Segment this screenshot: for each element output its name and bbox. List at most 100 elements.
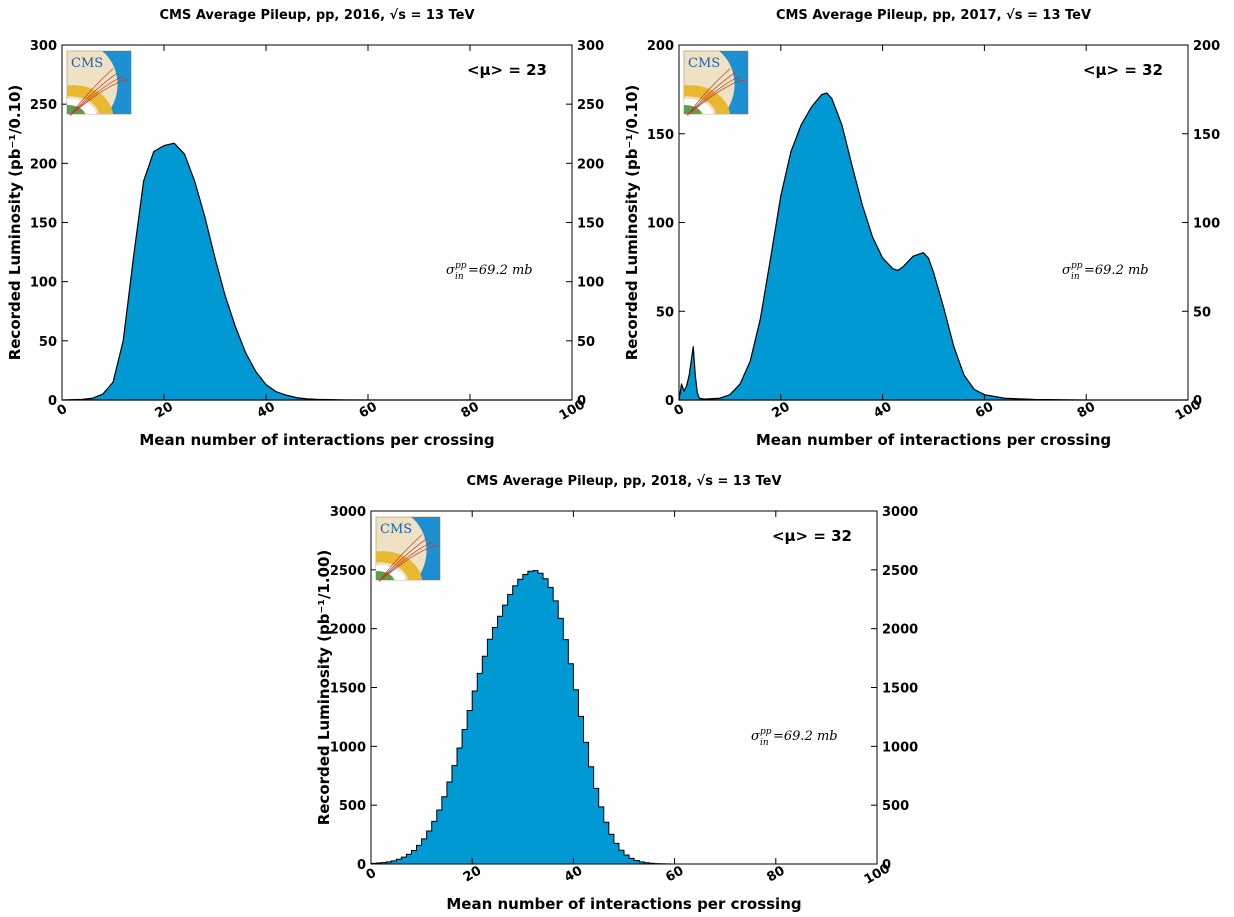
x-tick-label: 60 (357, 399, 380, 421)
cms-logo-blue-arc (102, 51, 131, 114)
cms-logo-track (69, 68, 114, 116)
y-tick-label-right: 150 (577, 217, 604, 232)
cms-logo-track (686, 72, 736, 116)
y-axis-label: Recorded Luminosity (pb⁻¹/1.00) (315, 550, 333, 826)
sigma-symbol: σ (446, 263, 456, 278)
cms-logo: CMS (66, 50, 132, 116)
cms-logo-blue-arc (411, 517, 440, 580)
x-tick-label: 40 (255, 399, 278, 421)
cms-logo-track (378, 541, 433, 582)
y-tick-label-right: 3000 (882, 505, 918, 520)
y-tick-label: 0 (357, 858, 366, 873)
sigma-symbol: σ (751, 729, 761, 744)
y-tick-label-right: 100 (577, 276, 604, 291)
area-series (61, 142, 573, 401)
y-tick-label: 2000 (330, 623, 366, 638)
sigma-superscript: pp (455, 261, 467, 271)
y-tick-label-right: 1000 (882, 740, 918, 755)
chart-title: CMS Average Pileup, pp, 2016, √s = 13 Te… (159, 8, 474, 23)
y-tick-label: 50 (656, 305, 674, 320)
cms-logo-track (69, 75, 124, 116)
cms-logo-text: CMS (688, 56, 720, 71)
cms-logo-track (378, 534, 423, 582)
y-tick-label: 100 (647, 217, 674, 232)
y-tick-label: 250 (30, 98, 57, 113)
sigma-superscript: pp (1071, 261, 1083, 271)
cms-logo-track (686, 75, 741, 116)
y-tick-label: 3000 (330, 505, 366, 520)
y-tick-label-right: 50 (577, 335, 595, 350)
x-tick-label: 60 (663, 863, 686, 885)
cms-logo: CMS (683, 50, 749, 116)
y-tick-label-right: 0 (882, 858, 891, 873)
cms-logo-track (69, 72, 119, 116)
y-tick-label-right: 2000 (882, 623, 918, 638)
y-tick-label-right: 0 (1193, 394, 1202, 409)
y-tick-label-right: 1500 (882, 682, 918, 697)
x-tick-label: 60 (973, 399, 996, 421)
y-tick-label: 150 (30, 217, 57, 232)
y-axis-label: Recorded Luminosity (pb⁻¹/0.10) (6, 85, 24, 361)
sigma-subscript: in (760, 738, 769, 748)
mean-pileup-label: <μ> = 32 (1083, 61, 1163, 79)
cms-logo-track (69, 79, 129, 116)
x-tick-label: 20 (153, 399, 176, 421)
sigma-symbol: σ (1062, 263, 1072, 278)
cms-logo-text: CMS (380, 522, 412, 537)
cms-logo-track (686, 68, 731, 116)
histogram-series (370, 570, 700, 865)
y-tick-label-right: 100 (1193, 217, 1220, 232)
y-tick-label-right: 2500 (882, 564, 918, 579)
x-tick-label: 80 (1075, 399, 1098, 421)
y-tick-label-right: 250 (577, 98, 604, 113)
y-tick-label-right: 150 (1193, 128, 1220, 143)
sigma-subscript: in (1071, 272, 1080, 282)
x-axis-label: Mean number of interactions per crossing (756, 431, 1111, 449)
x-tick-label: 20 (461, 863, 484, 885)
y-tick-label: 150 (647, 128, 674, 143)
cms-logo-text: CMS (71, 56, 103, 71)
y-tick-label-right: 500 (882, 799, 909, 814)
sigma-superscript: pp (760, 727, 772, 737)
y-tick-label: 1000 (330, 740, 366, 755)
cms-logo-track (686, 79, 746, 116)
area-series (678, 92, 1189, 401)
sigma-value: =69.2 mb (1084, 263, 1149, 278)
mean-pileup-label: <μ> = 23 (467, 61, 547, 79)
y-tick-label: 100 (30, 276, 57, 291)
y-tick-label: 300 (30, 39, 57, 54)
mean-pileup-label: <μ> = 32 (772, 527, 852, 545)
y-tick-label-right: 200 (577, 157, 604, 172)
y-tick-label: 200 (30, 157, 57, 172)
y-tick-label: 0 (665, 394, 674, 409)
chart-title: CMS Average Pileup, pp, 2018, √s = 13 Te… (466, 474, 781, 489)
x-tick-label: 40 (562, 863, 585, 885)
x-tick-label: 40 (871, 399, 894, 421)
y-tick-label-right: 50 (1193, 305, 1211, 320)
y-tick-label: 500 (339, 799, 366, 814)
y-tick-label-right: 300 (577, 39, 604, 54)
y-axis-label: Recorded Luminosity (pb⁻¹/0.10) (623, 85, 641, 361)
x-tick-label: 80 (459, 399, 482, 421)
cms-logo-track (378, 545, 438, 582)
y-tick-label: 0 (48, 394, 57, 409)
sigma-subscript: in (455, 272, 464, 282)
y-tick-label: 50 (39, 335, 57, 350)
y-tick-label: 2500 (330, 564, 366, 579)
y-tick-label: 1500 (330, 682, 366, 697)
sigma-value: =69.2 mb (468, 263, 533, 278)
x-axis-label: Mean number of interactions per crossing (446, 895, 801, 913)
y-tick-label: 200 (647, 39, 674, 54)
y-tick-label-right: 0 (577, 394, 586, 409)
sigma-value: =69.2 mb (773, 729, 838, 744)
cms-logo-blue-arc (719, 51, 748, 114)
cms-logo: CMS (375, 516, 441, 582)
chart-title: CMS Average Pileup, pp, 2017, √s = 13 Te… (776, 8, 1091, 23)
cms-logo-track (378, 538, 428, 582)
